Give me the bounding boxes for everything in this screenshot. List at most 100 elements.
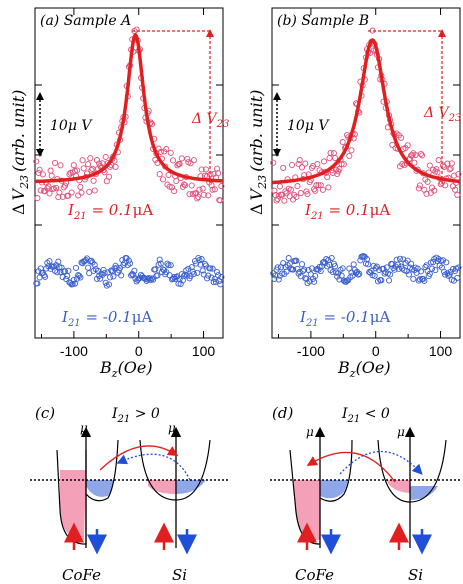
upper-data-point — [36, 166, 43, 173]
upper-data-point — [327, 149, 334, 156]
diagram-c-si-down-fill — [176, 480, 206, 494]
lower-data-point — [410, 275, 417, 282]
upper-data-point — [312, 187, 319, 194]
diagram-d-si-label: Si — [408, 566, 423, 584]
upper-data-point — [329, 169, 336, 176]
upper-data-point — [326, 155, 333, 162]
panel-a-upper-label: I21 = 0.1μA — [67, 201, 153, 222]
lower-data-point — [396, 255, 404, 262]
lower-data-point — [157, 260, 164, 267]
lower-data-point — [339, 265, 346, 272]
upper-data-point — [61, 182, 69, 189]
upper-data-point — [56, 189, 63, 196]
lower-data-point — [69, 281, 76, 288]
lower-data-point — [200, 271, 207, 278]
upper-data-point — [68, 189, 75, 196]
lower-data-point — [391, 266, 398, 273]
upper-data-point — [415, 185, 422, 192]
lower-data-point — [376, 266, 383, 274]
upper-data-point — [180, 181, 188, 188]
lower-data-point — [426, 270, 433, 277]
upper-data-point — [286, 193, 293, 200]
panel-b-ylabel: ΔV23(arb. unit) — [247, 90, 269, 215]
lower-data-point — [194, 269, 201, 276]
lower-data-point — [72, 264, 80, 271]
lower-data-point — [275, 276, 282, 283]
upper-data-point — [102, 153, 109, 160]
upper-data-point — [271, 187, 278, 194]
upper-data-point — [304, 190, 311, 198]
panel-a: (a) Sample A -100 0 100 10μ V Δ V23 I21 = … — [9, 7, 229, 380]
lower-data-point — [131, 267, 138, 274]
upper-data-point — [293, 193, 300, 200]
upper-data-point — [133, 26, 140, 33]
lower-data-point — [428, 265, 436, 272]
lower-data-point — [198, 256, 205, 263]
panel-a-lower-label: I21 = -0.1μA — [61, 308, 152, 329]
upper-data-point — [448, 160, 455, 167]
x-tick-label: 100 — [429, 343, 453, 359]
lower-data-point — [54, 269, 61, 276]
upper-data-point — [33, 158, 40, 165]
lower-data-point — [163, 269, 170, 276]
upper-data-point — [297, 190, 304, 197]
lower-data-point — [71, 280, 78, 287]
upper-data-point — [178, 155, 185, 162]
upper-data-point — [412, 152, 419, 159]
upper-data-point — [455, 171, 462, 178]
upper-data-point — [274, 195, 281, 203]
lower-data-point — [293, 257, 300, 264]
lower-data-point — [117, 264, 124, 272]
upper-data-point — [173, 177, 180, 185]
diagram-d-current: I21 < 0 — [341, 406, 390, 425]
panel-b-delta-arrow — [438, 29, 446, 37]
panel-a-scale-arrow-down — [36, 149, 44, 157]
upper-data-point — [70, 162, 77, 169]
lower-data-point — [100, 266, 107, 273]
diagram-d-cofe-right-band — [319, 439, 353, 502]
upper-data-point — [348, 147, 355, 154]
upper-data-point — [66, 171, 73, 178]
lower-data-point — [430, 259, 437, 266]
lower-data-point — [40, 272, 48, 279]
lower-data-point — [387, 271, 394, 278]
diagram-c-current: I21 > 0 — [111, 406, 160, 425]
lower-data-point — [146, 275, 153, 282]
lower-data-point — [300, 267, 307, 275]
upper-data-point — [75, 192, 82, 199]
lower-data-point — [272, 272, 279, 279]
upper-data-point — [437, 181, 444, 188]
lower-data-point — [201, 260, 208, 267]
lower-data-point — [107, 274, 114, 281]
panel-b-title: (b) Sample B — [277, 13, 369, 29]
lower-data-point — [301, 266, 308, 273]
upper-data-point — [39, 171, 46, 178]
panel-b-frame — [271, 7, 461, 339]
lower-data-point — [165, 262, 172, 269]
lower-data-point — [154, 272, 161, 279]
upper-data-point — [91, 187, 98, 194]
upper-data-point — [215, 170, 222, 177]
upper-data-point — [59, 193, 66, 200]
upper-data-point — [198, 166, 205, 173]
diagram-d-cofe-label: CoFe — [295, 566, 334, 584]
lower-data-point — [199, 267, 206, 274]
panel-a-delta-label: Δ V23 — [191, 111, 229, 130]
diagram-d-label: (d) — [272, 404, 293, 422]
upper-data-point — [77, 183, 84, 190]
lower-data-point — [378, 277, 385, 284]
upper-data-point — [182, 182, 189, 189]
panel-a-ticks: -100 0 100 — [35, 8, 223, 359]
upper-data-point — [319, 186, 326, 193]
lower-data-point — [104, 269, 111, 276]
upper-data-point — [442, 182, 449, 189]
upper-data-point — [404, 142, 411, 149]
upper-data-point — [165, 171, 172, 179]
upper-data-point — [340, 161, 347, 168]
upper-data-point — [51, 159, 59, 166]
upper-data-point — [325, 184, 332, 191]
upper-data-point — [89, 165, 96, 172]
upper-data-point — [46, 190, 53, 197]
lower-data-point — [110, 273, 117, 280]
